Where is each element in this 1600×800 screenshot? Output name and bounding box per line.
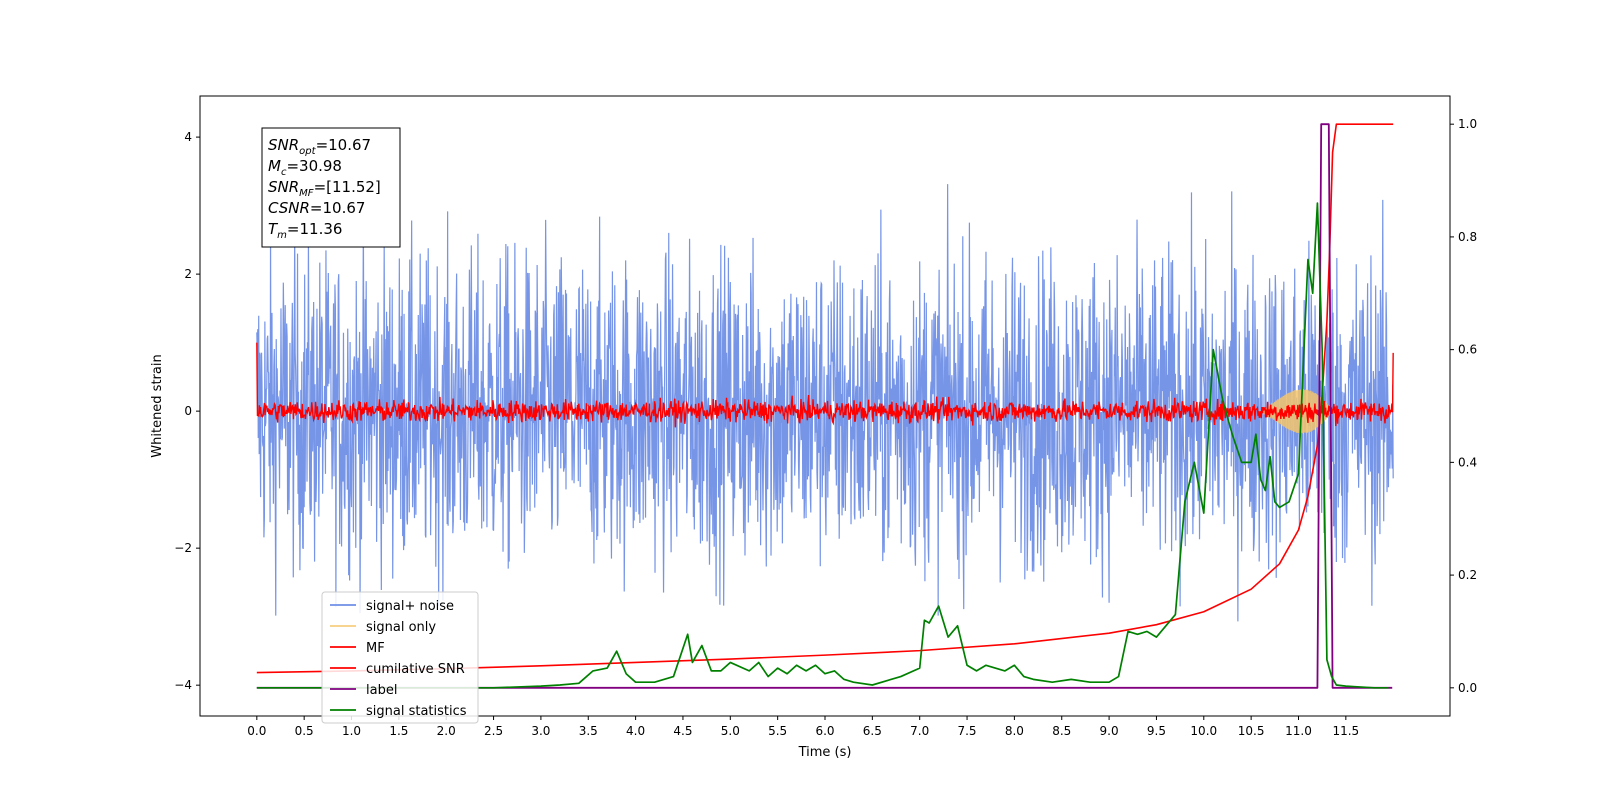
x-tick-label: 1.5 (389, 724, 408, 738)
x-tick-label: 8.5 (1052, 724, 1071, 738)
x-tick-label: 1.0 (342, 724, 361, 738)
series-layer (256, 123, 1394, 689)
x-tick-label: 6.5 (863, 724, 882, 738)
x-tick-label: 10.5 (1238, 724, 1265, 738)
y2-tick-label: 0.0 (1458, 681, 1477, 695)
y-tick-label: 4 (184, 130, 192, 144)
info-line: Mc=30.98 (268, 157, 342, 178)
y2-tick-label: 0.2 (1458, 568, 1477, 582)
x-tick-label: 2.5 (484, 724, 503, 738)
legend-label: signal statistics (366, 704, 467, 719)
info-line: SNRMF=[11.52] (268, 178, 381, 199)
series-mf (256, 342, 1394, 428)
legend-label: MF (366, 641, 385, 656)
x-tick-label: 3.0 (531, 724, 550, 738)
legend: signal+ noise signal only MF cumilative SNR… (321, 591, 479, 724)
x-axis: 0.0 0.5 1.0 1.5 2.0 2.5 3.0 3.5 4.0 4.5 5.0 5.5 6.0 6… (247, 716, 1359, 738)
y-tick-label: 0 (184, 404, 192, 418)
x-tick-label: 5.0 (721, 724, 740, 738)
x-tick-label: 11.0 (1285, 724, 1312, 738)
y-axis-left: −4 −2 0 2 4 (174, 130, 200, 692)
legend-label: signal only (366, 620, 436, 635)
y2-tick-label: 0.4 (1458, 455, 1477, 469)
y2-tick-label: 1.0 (1458, 117, 1477, 131)
x-tick-label: 7.5 (957, 724, 976, 738)
info-box: SNRopt=10.67Mc=30.98SNRMF=[11.52]CSNR=10… (261, 127, 401, 248)
x-tick-label: 7.0 (910, 724, 929, 738)
x-tick-label: 0.0 (247, 724, 266, 738)
x-tick-label: 3.5 (579, 724, 598, 738)
x-tick-label: 9.0 (1100, 724, 1119, 738)
info-line: Tm=11.36 (268, 220, 342, 241)
x-tick-label: 11.5 (1332, 724, 1359, 738)
y2-tick-label: 0.6 (1458, 343, 1477, 357)
legend-label: cumilative SNR (366, 662, 465, 677)
x-tick-label: 2.0 (437, 724, 456, 738)
info-line: CSNR=10.67 (268, 199, 365, 217)
x-tick-label: 6.0 (815, 724, 834, 738)
series-label (256, 123, 1393, 689)
x-tick-label: 10.0 (1190, 724, 1217, 738)
x-tick-label: 8.0 (1005, 724, 1024, 738)
y-tick-label: −2 (174, 541, 192, 555)
y-tick-label: −4 (174, 678, 192, 692)
x-tick-label: 4.5 (673, 724, 692, 738)
x-tick-label: 0.5 (295, 724, 314, 738)
y-axis-label: Whitened strain (150, 354, 165, 457)
info-box-frame (261, 127, 401, 248)
y-tick-label: 2 (184, 267, 192, 281)
legend-label: label (366, 683, 397, 698)
x-axis-label: Time (s) (798, 745, 852, 760)
x-tick-label: 9.5 (1147, 724, 1166, 738)
y2-tick-label: 0.8 (1458, 230, 1477, 244)
legend-label: signal+ noise (366, 599, 454, 614)
y-axis-right: 0.0 0.2 0.4 0.6 0.8 1.0 (1450, 117, 1477, 695)
x-tick-label: 5.5 (768, 724, 787, 738)
info-line: SNRopt=10.67 (268, 136, 371, 157)
series-signal-statistics (256, 202, 1389, 689)
x-tick-label: 4.0 (626, 724, 645, 738)
legend-frame (321, 591, 479, 724)
